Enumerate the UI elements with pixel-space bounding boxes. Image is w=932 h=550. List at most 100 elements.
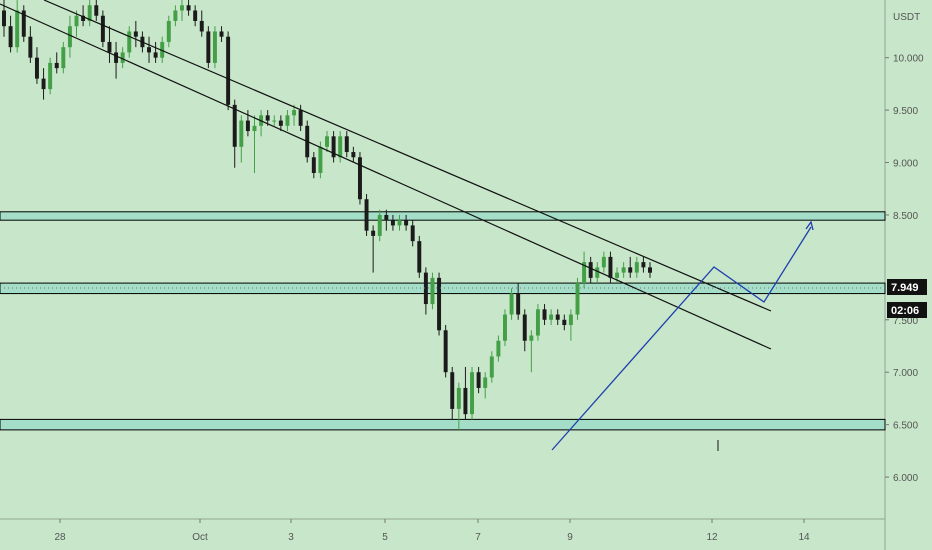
projection-arrowhead [805, 220, 814, 231]
candle-body [166, 20, 171, 42]
last-price-text: 7.949 [891, 282, 919, 294]
candle-body [173, 10, 178, 21]
candle-body [562, 319, 567, 326]
candle-body [41, 78, 46, 90]
time-tick-label: 7 [475, 532, 481, 543]
candle-body [384, 214, 389, 221]
candle-body [338, 136, 343, 158]
currency-label: USDT [893, 12, 920, 23]
candle-body [87, 5, 92, 21]
candle-body [377, 214, 382, 236]
candle-body [437, 277, 442, 331]
candle-body [298, 110, 303, 126]
candle-body [245, 120, 250, 132]
candle-body [278, 120, 283, 126]
candle-body [212, 31, 217, 63]
candle-body [15, 10, 20, 48]
candle-body [423, 272, 428, 305]
candle-body [127, 31, 132, 53]
candle-body [601, 256, 606, 268]
candle-body [588, 262, 593, 278]
candle-body [489, 356, 494, 378]
candle-body [74, 15, 79, 27]
price-tick-label: 6.000 [893, 473, 918, 484]
candle-body [582, 262, 587, 284]
price-axis-background [885, 0, 932, 550]
candlestick-series [2, 0, 652, 430]
candle-body [496, 340, 501, 357]
zone-2[interactable] [0, 418, 886, 431]
price-tick-label: 7.000 [893, 368, 918, 379]
candle-body [364, 199, 369, 231]
candle-body [430, 277, 435, 305]
plot-background [0, 0, 885, 550]
candle-body [252, 125, 257, 132]
candle-body [120, 52, 125, 63]
candle-body [371, 230, 376, 236]
price-tick-label: 7.500 [893, 316, 918, 327]
candle-body [522, 314, 527, 341]
zone-0[interactable] [0, 211, 886, 221]
candle-body [456, 387, 461, 409]
candle-body [114, 52, 119, 63]
projection-path[interactable] [551, 226, 812, 451]
candle-body [67, 26, 72, 48]
price-tick-label: 10.000 [893, 54, 924, 65]
candle-body [292, 110, 297, 116]
candle-body [555, 314, 560, 320]
candle-body [575, 283, 580, 315]
candle-body [470, 372, 474, 415]
countdown-text: 02:06 [891, 305, 919, 317]
countdown-tag [887, 302, 927, 318]
candle-body [206, 31, 211, 63]
candle-body [311, 157, 316, 173]
candle-body [193, 10, 198, 21]
candle-body [331, 136, 336, 158]
candle-body [180, 5, 184, 11]
candle-body [34, 57, 39, 79]
candle-body [648, 267, 652, 273]
candle-body [325, 136, 329, 147]
candle-body [100, 15, 105, 42]
candle-body [463, 387, 468, 415]
candle-body [634, 262, 639, 273]
candle-body [160, 41, 165, 58]
trendline-lower[interactable] [0, 3, 772, 350]
candle-body [529, 335, 534, 341]
time-tick-label: Oct [192, 532, 208, 543]
candle-body [265, 115, 270, 121]
time-tick-label: 5 [382, 532, 388, 543]
candle-body [232, 104, 237, 147]
candle-body [641, 262, 646, 268]
candle-body [628, 267, 633, 273]
candle-body [410, 225, 415, 242]
candle-body [568, 314, 573, 326]
candle-body [133, 31, 138, 37]
candle-body [186, 5, 191, 11]
candle-body [94, 5, 99, 16]
candle-body [239, 120, 244, 147]
time-tick-label: 14 [798, 532, 810, 543]
candle-body [608, 256, 613, 278]
candle-body [351, 152, 356, 158]
candle-body [199, 20, 204, 32]
candle-body [28, 36, 33, 58]
price-tick-label: 9.000 [893, 159, 918, 170]
candle-body [54, 62, 59, 69]
candle-body [450, 372, 455, 409]
candle-body [549, 314, 554, 320]
candle-body [542, 309, 547, 320]
last-price-tag [887, 279, 927, 295]
candle-body [272, 120, 277, 122]
time-tick-label: 28 [54, 532, 66, 543]
trendline-upper[interactable] [43, 0, 772, 312]
candle-body [344, 136, 349, 153]
time-axis-ticks: 28 Oct 3 5 7 9 12 14 [54, 519, 810, 543]
price-axis-ticks: 10.000 9.500 9.000 8.500 7.500 7.000 6.500 6.00… [885, 54, 924, 484]
candle-body [417, 241, 422, 273]
candle-body [516, 293, 521, 315]
price-tick-label: 8.500 [893, 211, 918, 222]
candle-body [48, 62, 53, 90]
